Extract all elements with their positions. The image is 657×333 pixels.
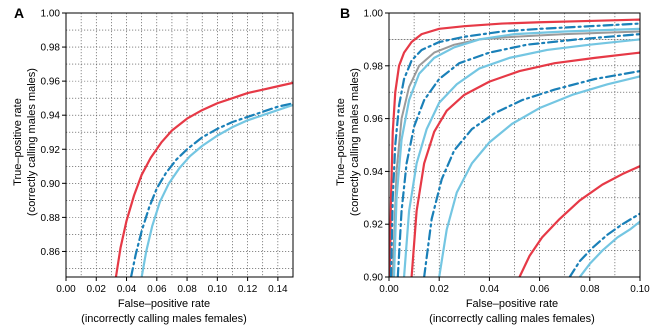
y-tick-label: 1.00 — [41, 9, 61, 20]
roc-curve-red-solid — [410, 51, 640, 277]
panel-a-ticks: 0.00 0.02 0.04 0.06 0.08 0.10 0.12 0.14 0.86 0.88… — [41, 9, 289, 296]
panel-a-grid — [66, 13, 293, 277]
panel-b-series — [389, 18, 640, 277]
panel-b-ticks: 0.00 0.02 0.04 0.06 0.08 0.10 0.90 0.92 0.94 0.96… — [364, 9, 651, 296]
panel-b-grid — [389, 13, 640, 277]
x-tick-label: 0.08 — [177, 284, 197, 295]
roc-curve-light-blue-solid — [140, 103, 293, 277]
roc-curve-grey-solid — [391, 30, 640, 277]
roc-curve-blue-dashdot-dashdot — [423, 69, 640, 277]
roc-curve-light-blue-solid — [402, 38, 640, 277]
roc-curve-blue-dashdot-dashdot — [568, 212, 640, 277]
y-tick-label: 0.90 — [41, 179, 61, 190]
y-tick-label: 0.96 — [364, 114, 384, 125]
panel-b: B 0.00 0.02 0.04 0.06 0.08 0.100.900.920.940.… — [335, 5, 650, 325]
x-tick-label: 0.02 — [429, 284, 449, 295]
y-tick-label: 0.86 — [41, 247, 61, 258]
x-tick-label: 0.00 — [379, 284, 399, 295]
panel-a-frame — [65, 12, 294, 278]
roc-curve-blue-dashdot-dashdot — [396, 33, 640, 277]
y-tick-label: 0.94 — [41, 111, 61, 122]
y-tick-label: 0.98 — [364, 61, 384, 72]
y-tick-label: 0.90 — [364, 273, 384, 284]
roc-curve-light-blue-solid — [438, 75, 640, 277]
panel-a-letter: A — [14, 5, 24, 21]
y-tick-label: 0.92 — [41, 145, 61, 156]
x-tick-label: 0.08 — [580, 284, 600, 295]
x-tick-label: 0.04 — [117, 284, 137, 295]
roc-curve-red-solid — [114, 81, 293, 277]
panel-b-ylabel-line1: True–positive rate — [335, 98, 347, 186]
x-tick-label: 0.06 — [147, 284, 167, 295]
roc-curve-light-blue-solid — [578, 220, 640, 277]
roc-curve-red-solid — [518, 165, 640, 277]
x-tick-label: 0.12 — [238, 284, 258, 295]
roc-curve-red-solid — [389, 18, 640, 277]
panel-b-xlabel-line2: (incorrectly calling males females) — [429, 313, 595, 325]
x-tick-label: 0.10 — [208, 284, 228, 295]
panel-b-letter: B — [340, 5, 350, 21]
panel-a-ylabel-line1: True–positive rate — [12, 98, 24, 186]
roc-curve-light-blue-solid — [392, 27, 640, 277]
y-tick-label: 0.92 — [364, 220, 384, 231]
x-tick-label: 0.10 — [630, 284, 650, 295]
panel-a-series — [114, 81, 293, 277]
roc-curve-blue-dashdot-dashdot — [129, 102, 293, 277]
x-tick-label: 0.02 — [87, 284, 107, 295]
x-tick-label: 0.14 — [268, 284, 288, 295]
x-tick-label: 0.06 — [530, 284, 550, 295]
y-tick-label: 0.98 — [41, 43, 61, 54]
panel-a-ylabel-line2: (correctly calling males males) — [26, 68, 38, 216]
panel-b-ylabel-line2: (correctly calling males males) — [349, 68, 361, 216]
y-tick-label: 0.96 — [41, 77, 61, 88]
y-tick-label: 0.88 — [41, 213, 61, 224]
panel-a: A 0.00 0.02 0.04 0.06 0.08 0.10 0.12 0.140.860.… — [12, 5, 294, 325]
roc-curve-blue-dashdot-dashdot — [389, 22, 640, 277]
panel-a-xlabel-line1: False–positive rate — [118, 298, 210, 310]
panel-b-xlabel-line1: False–positive rate — [466, 298, 558, 310]
x-tick-label: 0.04 — [480, 284, 500, 295]
panel-b-frame — [388, 12, 641, 278]
y-tick-label: 1.00 — [364, 9, 384, 20]
x-tick-label: 0.00 — [56, 284, 76, 295]
y-tick-label: 0.94 — [364, 167, 384, 178]
panel-a-xlabel-line2: (incorrectly calling males females) — [81, 313, 247, 325]
